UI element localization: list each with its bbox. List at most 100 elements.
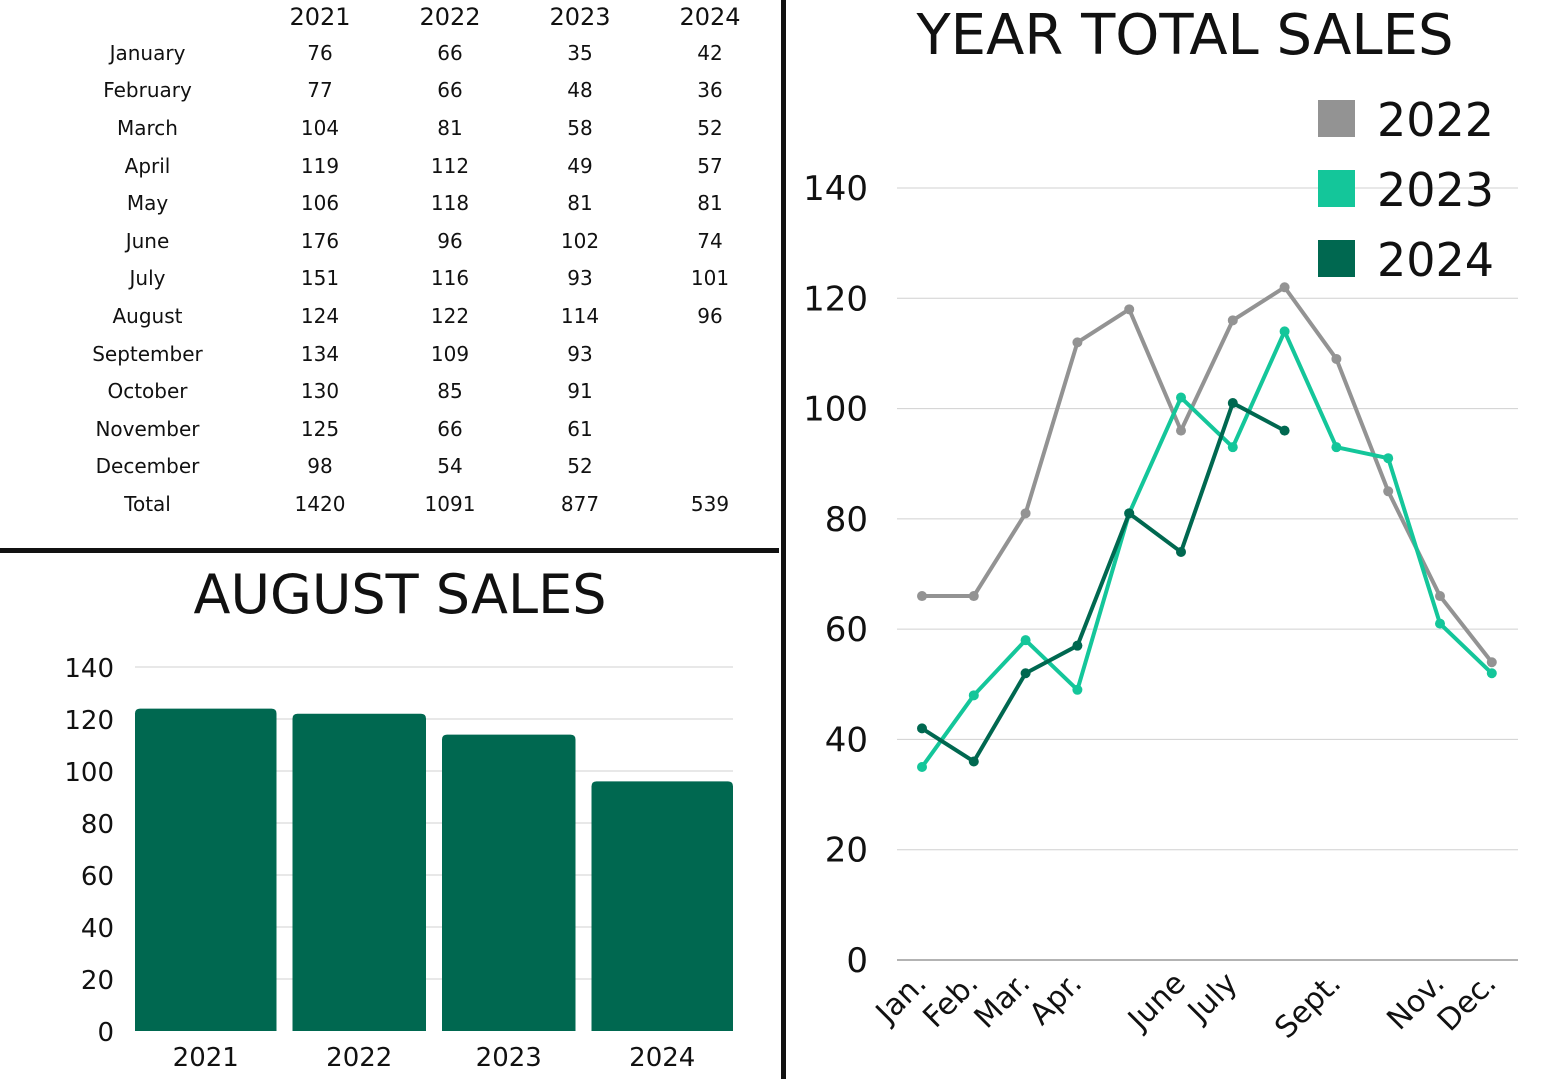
august-sales-bar-chart: 0 20 40 60 80 100 120 140 2021 2022 2023 2024	[64, 654, 733, 1073]
y-tick-label: 40	[825, 720, 868, 760]
table-header-row: 2021 2022 2023 2024	[40, 0, 775, 34]
data-point	[968, 591, 979, 602]
x-tick-label: 2024	[629, 1043, 695, 1073]
legend-label: 2022	[1377, 93, 1494, 147]
x-tick-label: June	[1120, 966, 1192, 1038]
bar	[591, 781, 733, 1031]
bar	[292, 713, 426, 1031]
sales-value: 112	[430, 153, 470, 178]
sales-value: 106	[300, 191, 340, 216]
data-point	[1176, 546, 1186, 557]
total-label: Total	[124, 491, 171, 516]
year-header: 2022	[419, 3, 481, 31]
sales-value: 176	[300, 228, 340, 253]
month-label: June	[125, 228, 170, 253]
y-tick-label: 20	[81, 966, 114, 996]
sales-value: 124	[300, 303, 340, 328]
sales-value: 116	[430, 266, 470, 291]
sales-value: 66	[437, 40, 463, 65]
data-point	[1124, 508, 1135, 519]
sales-value: 91	[567, 379, 593, 404]
sales-value: 114	[560, 303, 600, 328]
data-point	[1486, 657, 1497, 668]
sales-value: 66	[437, 416, 463, 441]
month-label: March	[117, 115, 178, 140]
sales-value: 109	[430, 341, 470, 366]
horizontal-divider	[0, 548, 779, 553]
y-tick-label: 0	[846, 941, 868, 981]
sales-value: 134	[300, 341, 340, 366]
month-label: February	[103, 78, 192, 103]
sales-value: 130	[300, 379, 340, 404]
sales-value: 61	[567, 416, 593, 441]
x-tick-label: Dec.	[1431, 966, 1504, 1039]
data-point	[1383, 486, 1394, 497]
sales-value: 57	[697, 153, 723, 178]
legend-label: 2024	[1377, 233, 1494, 287]
data-point	[917, 723, 927, 734]
data-point	[1020, 668, 1031, 679]
y-tick-label: 0	[97, 1018, 114, 1048]
sales-value: 81	[697, 191, 723, 216]
y-tick-label: 100	[803, 390, 868, 430]
data-point	[1331, 353, 1342, 364]
table-row: June 176 96 102 74	[40, 222, 775, 260]
y-tick-label: 140	[64, 654, 114, 684]
data-point	[1227, 442, 1238, 453]
data-point	[1072, 640, 1083, 651]
table-row: December 98 54 52	[40, 448, 775, 486]
y-tick-label: 80	[825, 500, 868, 540]
data-point	[1279, 326, 1290, 337]
sales-value: 81	[567, 191, 593, 216]
month-label: May	[126, 191, 169, 216]
year-header: 2021	[289, 3, 351, 31]
sales-value: 96	[437, 228, 463, 253]
sales-value: 36	[697, 78, 723, 103]
data-point	[1279, 425, 1290, 436]
table-row: May 106 118 81 81	[40, 184, 775, 222]
table-row: April 119 112 49 57	[40, 147, 775, 185]
year-header: 2023	[549, 3, 611, 31]
table-row: February 77 66 48 36	[40, 72, 775, 110]
x-tick-label: July	[1180, 966, 1244, 1030]
series-line	[922, 285, 1494, 664]
bar	[442, 734, 576, 1031]
sales-value: 76	[307, 40, 333, 65]
sales-value: 42	[697, 40, 723, 65]
x-tick-label: Apr.	[1023, 966, 1089, 1032]
y-tick-label: 140	[803, 169, 868, 209]
sales-value: 122	[430, 303, 470, 328]
y-tick-label: 60	[81, 862, 114, 892]
x-tick-label: Jan.	[868, 966, 934, 1032]
total-value: 1420	[294, 491, 346, 516]
x-tick-label: Sept.	[1268, 966, 1348, 1046]
sales-value: 96	[697, 303, 723, 328]
table-body: January 76 66 35 42 February 77 66 48 36 March 104 8…	[40, 34, 775, 523]
series-line	[920, 401, 1286, 764]
data-point	[1124, 304, 1135, 315]
legend-swatch	[1318, 170, 1355, 207]
year-total-sales-line-chart: 0 20 40 60 80 100 120 140 Jan.Feb.Mar.Apr. JuneJu…	[803, 93, 1518, 1046]
data-point	[1020, 635, 1031, 646]
sales-value: 101	[690, 266, 730, 291]
y-tick-label: 80	[81, 810, 114, 840]
x-tick-label: Mar.	[968, 966, 1038, 1036]
sales-value: 48	[567, 78, 593, 103]
sales-value: 49	[567, 153, 593, 178]
table-row: January 76 66 35 42	[40, 34, 775, 72]
sales-value: 58	[567, 115, 593, 140]
data-point	[1279, 282, 1290, 293]
sales-value: 81	[437, 115, 463, 140]
sales-value: 93	[567, 341, 593, 366]
month-label: September	[92, 341, 203, 366]
month-label: November	[95, 416, 200, 441]
data-point	[917, 762, 927, 772]
legend-swatch	[1318, 240, 1355, 277]
vertical-divider	[781, 0, 786, 1079]
month-label: August	[112, 303, 183, 328]
sales-value: 98	[307, 454, 333, 479]
y-tick-label: 40	[81, 914, 114, 944]
y-tick-label: 120	[803, 279, 868, 319]
sales-value: 125	[300, 416, 340, 441]
y-tick-label: 100	[64, 758, 114, 788]
